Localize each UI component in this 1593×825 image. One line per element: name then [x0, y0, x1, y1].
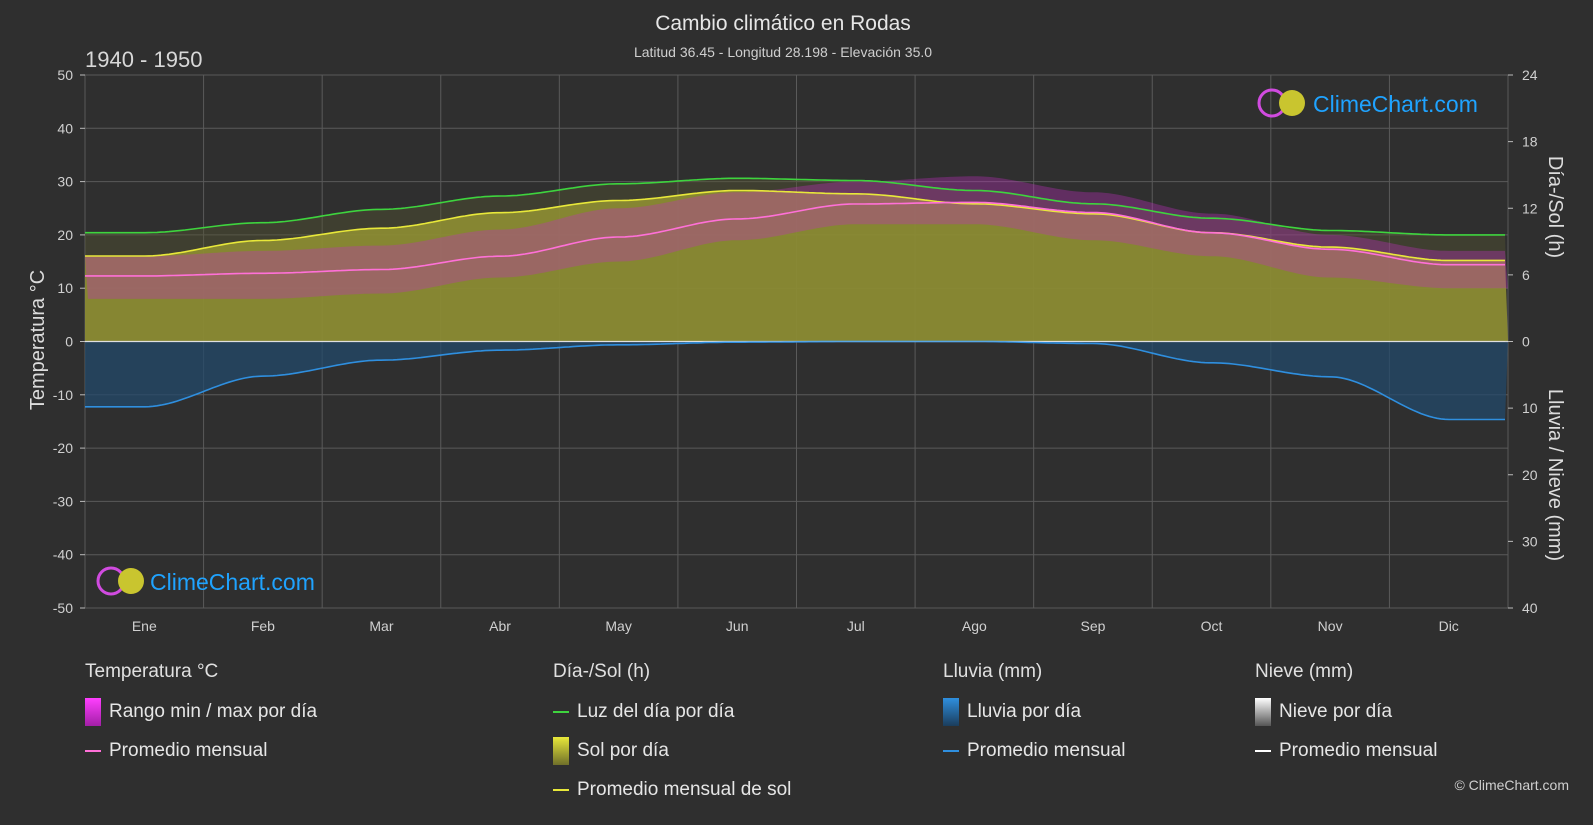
rain-avg-line: [85, 340, 1505, 421]
legend-rain-daily-label: Lluvia por día: [967, 701, 1082, 722]
axes: 50 40 30 20 10 0 -10 -20 -30 -40 -50 24 18 12 6 0 10 20 30…: [53, 67, 1538, 634]
climate-chart: Cambio climático en Rodas Latitud 36.45 …: [27, 12, 1566, 634]
rain-swatch-icon: [943, 698, 959, 726]
legend-temp-avg-label: Promedio mensual: [109, 740, 268, 761]
temperature-avg-line: [85, 201, 1505, 277]
legend-temperature: Temperatura °C Rango min / max por día P…: [85, 660, 317, 776]
y-left-tick-label: -40: [53, 547, 73, 563]
sun-avg-line-icon: [553, 789, 569, 791]
x-tick-label: Oct: [1201, 618, 1223, 634]
legend-daylight-label: Luz del día por día: [577, 701, 735, 722]
snow-avg-line-icon: [1255, 750, 1271, 752]
y-left-tick-label: 30: [57, 174, 73, 190]
rain-avg-line-icon: [943, 750, 959, 752]
y-left-tick-label: -10: [53, 387, 73, 403]
x-tick-label: Dic: [1439, 618, 1459, 634]
temp-range-swatch-icon: [85, 698, 101, 726]
legend-rain-avg-label: Promedio mensual: [967, 740, 1126, 761]
x-tick-label: Jul: [847, 618, 865, 634]
daylight-line-icon: [553, 711, 569, 713]
y-right-top-tick-label: 18: [1522, 134, 1538, 150]
legend-rain-header: Lluvia (mm): [943, 661, 1043, 682]
snow-swatch-icon: [1255, 698, 1271, 726]
x-tick-label: Feb: [251, 618, 275, 634]
legend-snow-daily-label: Nieve por día: [1279, 701, 1393, 722]
sun-avg-line: [85, 189, 1505, 262]
legend-temp-range: Rango min / max por día: [85, 698, 317, 726]
watermark-top: ClimeChart.com: [1257, 88, 1478, 118]
y-axis-label-left: Temperatura °C: [27, 270, 49, 410]
legend-snow-avg-label: Promedio mensual: [1279, 740, 1438, 761]
copyright: © ClimeChart.com: [1454, 777, 1569, 793]
y-right-bottom-tick-label: 30: [1522, 533, 1538, 549]
legend-rain: Lluvia (mm) Lluvia por día Promedio mens…: [943, 660, 1125, 776]
y-left-tick-label: 0: [65, 334, 73, 350]
watermark-bottom: ClimeChart.com: [96, 566, 315, 596]
watermark-text-top: ClimeChart.com: [1313, 91, 1478, 117]
y-axis-label-right-bottom: Lluvia / Nieve (mm): [1544, 389, 1566, 561]
y-right-top-tick-label: 0: [1522, 334, 1530, 350]
sun-swatch-icon: [553, 737, 569, 765]
y-axis-label-right-top: Día-/Sol (h): [1544, 156, 1566, 258]
temp-avg-line-icon: [85, 750, 101, 752]
y-right-top-tick-label: 6: [1522, 267, 1530, 283]
legend-temp-avg: Promedio mensual: [85, 737, 317, 765]
y-right-bottom-tick-label: 40: [1522, 600, 1538, 616]
y-left-tick-label: 50: [57, 67, 73, 83]
legend-daysun: Día-/Sol (h) Luz del día por día Sol por…: [553, 660, 791, 815]
legend-sun: Sol por día: [553, 737, 791, 765]
legend-sun-label: Sol por día: [577, 740, 669, 761]
legend-daysun-header: Día-/Sol (h): [553, 661, 651, 682]
watermark-text-bottom: ClimeChart.com: [150, 569, 315, 595]
period-label: 1940 - 1950: [85, 47, 202, 72]
legend-snow-avg: Promedio mensual: [1255, 737, 1437, 765]
legend-sun-avg-label: Promedio mensual de sol: [577, 779, 792, 800]
chart-title: Cambio climático en Rodas: [655, 12, 911, 35]
chart-subtitle: Latitud 36.45 - Longitud 28.198 - Elevac…: [634, 44, 932, 60]
legend-snow: Nieve (mm) Nieve por día Promedio mensua…: [1255, 660, 1437, 776]
climechart-logo-icon: [96, 566, 144, 596]
legend-rain-avg: Promedio mensual: [943, 737, 1125, 765]
rain-area: [85, 341, 1508, 420]
x-tick-label: Ene: [132, 618, 157, 634]
y-left-tick-label: -30: [53, 493, 73, 509]
y-right-bottom-tick-label: 20: [1522, 467, 1538, 483]
legend-daylight: Luz del día por día: [553, 698, 791, 726]
x-tick-label: Mar: [369, 618, 393, 634]
legend-temperature-header: Temperatura °C: [85, 661, 219, 682]
legend-snow-daily: Nieve por día: [1255, 698, 1437, 726]
x-tick-label: Nov: [1318, 618, 1343, 634]
x-tick-label: Ago: [962, 618, 987, 634]
legend-rain-daily: Lluvia por día: [943, 698, 1125, 726]
x-tick-label: May: [605, 618, 631, 634]
y-right-bottom-tick-label: 10: [1522, 400, 1538, 416]
legend-temp-range-label: Rango min / max por día: [109, 701, 318, 722]
legend-snow-header: Nieve (mm): [1255, 661, 1354, 682]
x-tick-label: Jun: [726, 618, 749, 634]
y-left-tick-label: -50: [53, 600, 73, 616]
y-right-top-tick-label: 24: [1522, 67, 1538, 83]
y-left-tick-label: -20: [53, 440, 73, 456]
y-left-tick-label: 10: [57, 280, 73, 296]
legend-sun-avg: Promedio mensual de sol: [553, 776, 791, 804]
y-left-tick-label: 40: [57, 120, 73, 136]
y-left-tick-label: 20: [57, 227, 73, 243]
daylight-line: [85, 177, 1505, 236]
y-right-top-tick-label: 12: [1522, 200, 1538, 216]
x-tick-label: Abr: [489, 618, 511, 634]
temperature-range-band: [85, 176, 1508, 299]
x-tick-label: Sep: [1080, 618, 1105, 634]
sunshine-area: [85, 190, 1508, 342]
plot-area: [84, 74, 1509, 609]
climechart-logo-icon: [1257, 88, 1305, 118]
